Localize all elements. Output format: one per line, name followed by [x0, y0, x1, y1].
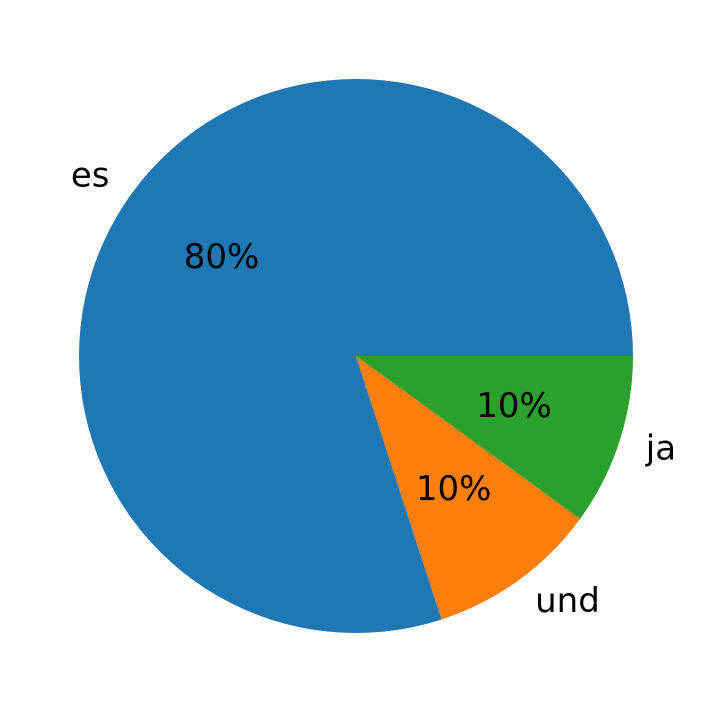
category-label: es [71, 155, 110, 195]
category-label: ja [645, 429, 676, 469]
pie-slice [356, 356, 581, 620]
pie-slice [78, 78, 633, 634]
category-label: und [535, 581, 600, 621]
value-label: 10% [416, 469, 492, 509]
value-label: 80% [184, 237, 260, 277]
value-label: 10% [476, 386, 552, 426]
pie-slice [356, 356, 633, 519]
